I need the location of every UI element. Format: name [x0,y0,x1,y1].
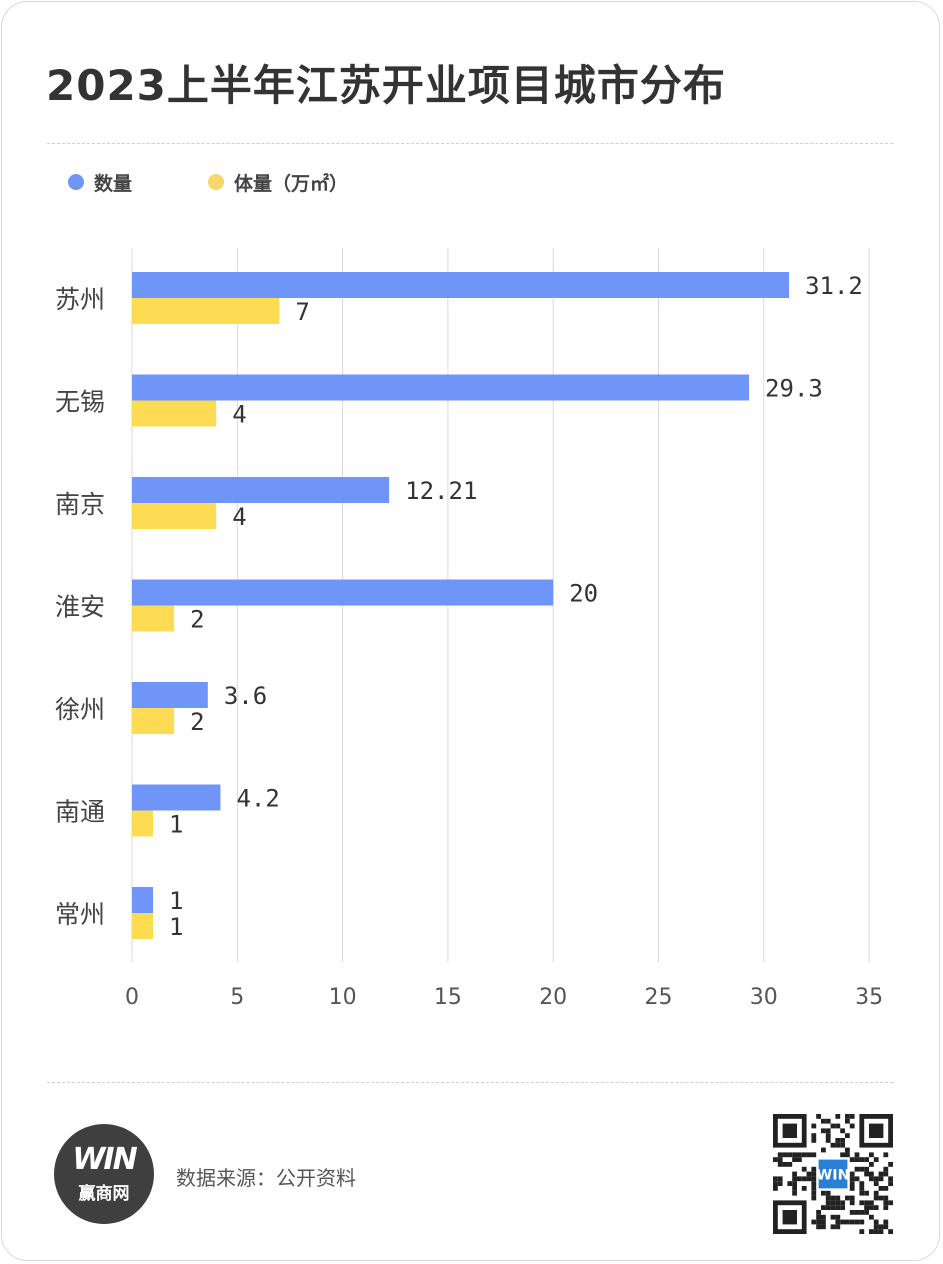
data-label: 2 [190,708,204,736]
bar-count [132,579,554,606]
data-label: 31.2 [805,272,863,300]
x-tick-label: 15 [434,985,462,1010]
legend-dot-count [68,174,84,190]
bar-count [132,682,208,708]
data-label: 29.3 [765,375,823,403]
brand-logo: WIN 赢商网 [54,1124,154,1224]
bar-area [132,913,154,939]
data-label: 4 [232,401,246,429]
data-source-note: 数据来源：公开资料 [176,1166,356,1190]
x-tick-label: 5 [230,985,244,1010]
qr-code-icon: WIN [773,1114,893,1234]
bar-count [132,272,790,298]
x-tick-label: 35 [855,985,883,1010]
data-label: 3.6 [224,682,267,710]
logo-name: 赢商网 [78,1184,130,1204]
logo-mark: WIN [72,1142,137,1177]
bar-area [132,298,280,324]
x-tick-label: 0 [125,985,139,1010]
x-tick-label: 20 [539,985,567,1010]
x-tick-label: 25 [645,985,673,1010]
legend: 数量 体量（万㎡） [68,168,424,196]
legend-label-count: 数量 [94,172,133,195]
data-label: 1 [169,811,183,839]
bar-area [132,810,154,837]
bottom-divider [47,1082,893,1083]
legend-dot-area [208,174,225,190]
data-label: 20 [569,580,598,608]
bar-area [132,605,175,632]
bar-count [132,477,390,503]
data-label: 4 [232,503,246,531]
bar-area [132,400,217,427]
category-label: 淮安 [55,593,105,622]
x-tick-label: 10 [329,985,357,1010]
legend-item-count: 数量 [68,169,132,196]
category-label: 常州 [55,900,105,929]
category-label: 徐州 [55,695,105,724]
data-label: 4.2 [236,785,279,813]
bar-area [132,503,217,529]
data-label: 1 [169,913,183,941]
svg-text:WIN: WIN [816,1167,849,1183]
data-label: 1 [169,887,183,915]
chart-title: 2023上半年江苏开业项目城市分布 [46,61,726,110]
top-divider [47,143,893,144]
legend-item-area: 体量（万㎡） [208,169,348,196]
data-label: 12.21 [405,477,477,505]
legend-label-area: 体量（万㎡） [234,172,349,195]
category-label: 无锡 [55,388,105,417]
bar-area [132,708,175,734]
category-label: 南京 [55,490,105,519]
category-label: 南通 [55,798,105,827]
bar-count [132,784,221,811]
x-tick-label: 30 [750,985,778,1010]
data-label: 7 [295,298,309,326]
bar-count [132,887,154,913]
bar-count [132,374,750,401]
category-label: 苏州 [55,285,105,314]
data-label: 2 [190,606,204,634]
